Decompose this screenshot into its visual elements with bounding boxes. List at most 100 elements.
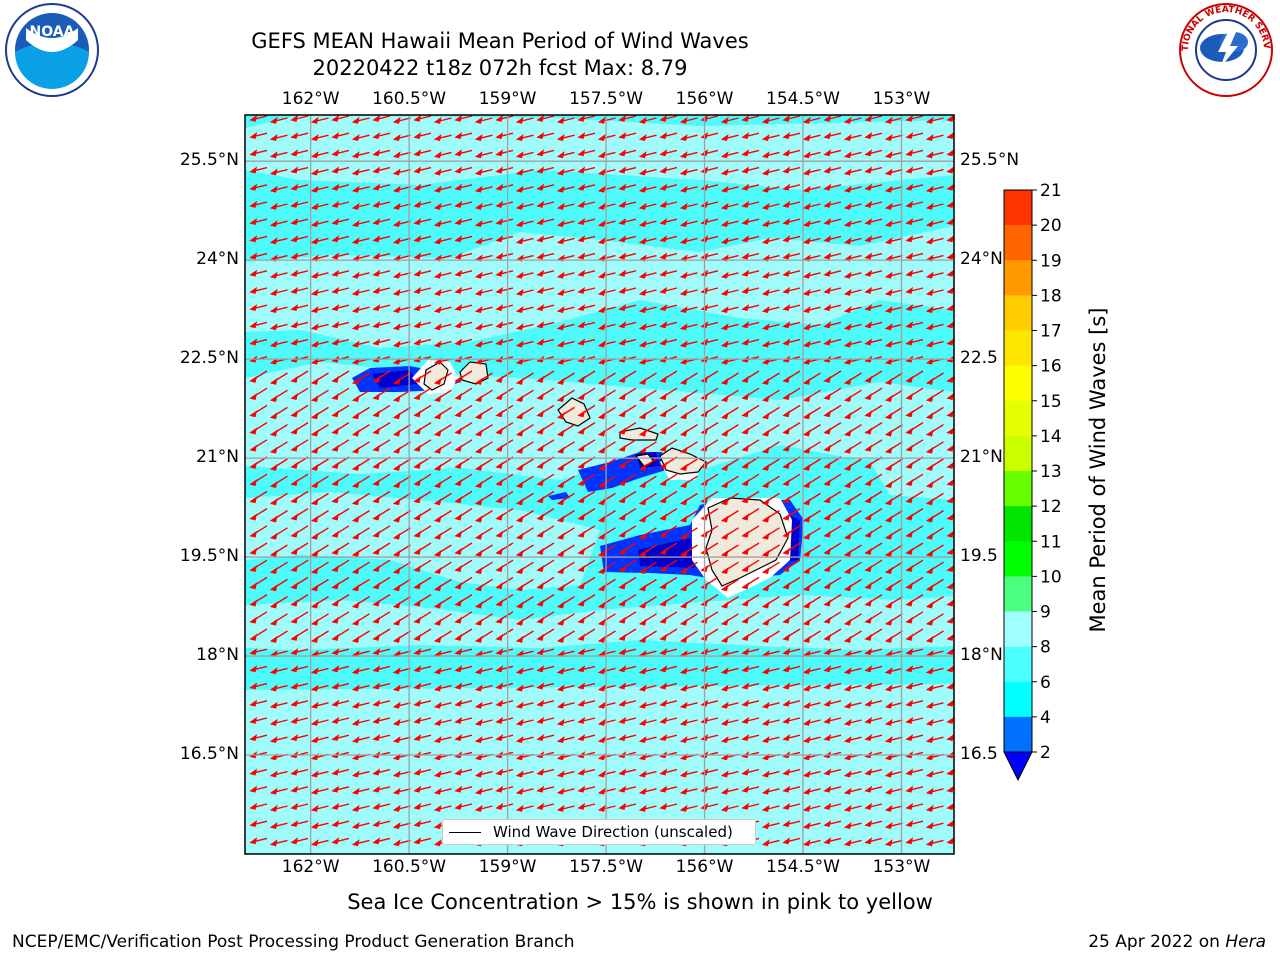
lon-tick-top: 160.5°W	[372, 89, 447, 109]
wind-arrowhead	[618, 682, 627, 690]
wind-arrowhead	[474, 357, 483, 365]
wind-arrowhead	[597, 701, 606, 709]
wind-arrowhead	[310, 306, 319, 314]
wind-arrowhead	[577, 252, 586, 260]
wind-arrowhead	[515, 340, 524, 348]
wind-arrowhead	[741, 699, 750, 707]
wind-arrowhead	[413, 785, 422, 793]
wind-arrowhead	[454, 427, 463, 435]
wind-arrowhead	[946, 461, 954, 469]
wind-arrowhead	[905, 547, 914, 555]
colorbar-segment	[1004, 611, 1032, 648]
wind-arrowhead	[515, 446, 524, 454]
wind-arrowhead	[925, 701, 934, 709]
wind-arrowhead	[597, 684, 606, 692]
wind-arrowhead	[290, 183, 299, 191]
wind-arrowhead	[925, 288, 934, 296]
wind-arrowhead	[802, 446, 811, 454]
wind-arrowhead	[638, 635, 647, 643]
wind-arrowhead	[413, 375, 422, 383]
wind-arrowhead	[392, 377, 401, 385]
wind-arrowhead	[495, 166, 504, 174]
wind-arrowhead	[433, 498, 442, 506]
wind-arrowhead	[659, 530, 668, 538]
wind-arrowhead	[946, 393, 954, 401]
wind-arrowhead	[823, 716, 832, 724]
wind-arrowhead	[310, 804, 319, 812]
wind-arrowhead	[823, 321, 832, 329]
wind-arrowhead	[433, 515, 442, 523]
wind-arrowhead	[597, 736, 606, 744]
wind-arrowhead	[679, 185, 688, 193]
wind-arrowhead	[638, 237, 647, 245]
wind-arrowhead	[249, 513, 258, 521]
wind-arrowhead	[864, 461, 873, 469]
wind-arrowhead	[495, 665, 504, 673]
wind-arrowhead	[884, 357, 893, 365]
wind-arrowhead	[741, 599, 750, 607]
wind-arrowhead	[618, 802, 627, 810]
wind-arrowhead	[884, 804, 893, 812]
wind-arrowhead	[618, 304, 627, 312]
wind-arrowhead	[720, 323, 729, 331]
wind-arrowhead	[474, 237, 483, 245]
wind-arrowhead	[290, 716, 299, 724]
wind-arrowhead	[884, 202, 893, 210]
wind-arrowhead	[905, 513, 914, 521]
wind-arrowhead	[556, 481, 565, 489]
wind-arrowhead	[864, 321, 873, 329]
wind-arrowhead	[925, 515, 934, 523]
wind-arrowhead	[618, 633, 627, 641]
wind-arrowhead	[843, 753, 852, 761]
wind-arrowhead	[741, 235, 750, 243]
wind-arrowhead	[536, 616, 545, 624]
wind-arrowhead	[290, 648, 299, 656]
wind-arrowhead	[495, 716, 504, 724]
wind-arrowhead	[474, 498, 483, 506]
wind-arrowhead	[577, 479, 586, 487]
wind-arrowhead	[679, 515, 688, 523]
wind-arrowhead	[310, 116, 319, 124]
wind-arrowhead	[659, 166, 668, 174]
wind-arrowhead	[843, 134, 852, 142]
wind-arrowhead	[618, 286, 627, 294]
wind-arrowhead	[392, 116, 401, 124]
wind-arrowhead	[556, 463, 565, 471]
colorbar-segment	[1004, 471, 1032, 507]
wind-arrowhead	[761, 567, 770, 575]
wind-arrowhead	[946, 699, 954, 707]
wind-arrowhead	[782, 530, 791, 538]
wind-arrowhead	[905, 200, 914, 208]
wind-arrowhead	[556, 134, 565, 142]
wind-arrowhead	[454, 183, 463, 191]
wind-arrowhead	[946, 252, 954, 260]
wind-arrowhead	[372, 461, 381, 469]
wind-arrowhead	[618, 665, 627, 673]
wind-arrowhead	[638, 395, 647, 403]
wind-arrowhead	[597, 515, 606, 523]
wind-arrowhead	[864, 218, 873, 226]
wind-arrowhead	[925, 237, 934, 245]
wind-arrowhead	[249, 565, 258, 573]
wind-arrowhead	[372, 682, 381, 690]
wind-arrowhead	[782, 183, 791, 191]
footer-date: 25 Apr 2022 on Hera	[1088, 932, 1266, 952]
wind-arrowhead	[720, 667, 729, 675]
low-period-region-4	[548, 492, 570, 500]
wind-arrowhead	[761, 718, 770, 726]
wind-arrowhead	[392, 618, 401, 626]
wind-arrowhead	[925, 601, 934, 609]
wind-arrowhead	[351, 323, 360, 331]
wind-arrowhead	[884, 701, 893, 709]
wind-arrowhead	[331, 616, 340, 624]
wind-arrowhead	[925, 323, 934, 331]
wind-arrowhead	[290, 633, 299, 641]
wind-arrowhead	[679, 168, 688, 176]
wind-arrowhead	[392, 463, 401, 471]
wind-arrowhead	[433, 770, 442, 778]
wind-arrowhead	[392, 770, 401, 778]
wind-arrowhead	[536, 286, 545, 294]
wind-arrowhead	[761, 134, 770, 142]
wind-arrowhead	[679, 701, 688, 709]
colorbar-tick-label: 2	[1040, 743, 1051, 763]
